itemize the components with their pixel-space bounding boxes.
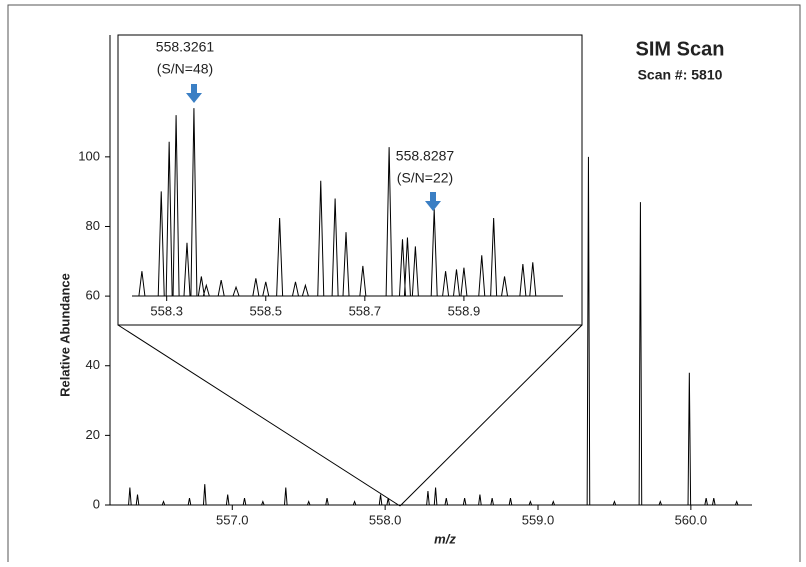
peak	[490, 497, 494, 506]
peak	[202, 283, 210, 297]
peak	[161, 500, 166, 506]
x-tick-label: 558.0	[369, 512, 402, 527]
peak	[528, 500, 533, 506]
peak	[187, 497, 192, 506]
peak	[225, 494, 230, 506]
peak	[128, 487, 132, 506]
peak	[232, 285, 240, 297]
title: SIM Scan	[636, 38, 725, 60]
peak	[638, 202, 643, 506]
zoom-line	[399, 324, 583, 507]
frame	[7, 4, 801, 562]
subtitle: Scan #: 5810	[638, 67, 723, 83]
y-tick-label: 0	[93, 496, 100, 511]
peak	[478, 255, 486, 297]
peak	[704, 497, 708, 506]
annotation-mass: 558.3261	[156, 39, 215, 55]
peak	[252, 278, 260, 297]
peak	[283, 487, 288, 506]
peak	[197, 276, 205, 297]
x-tick-label: 560.0	[675, 512, 708, 527]
peak	[687, 372, 692, 506]
peak	[352, 500, 357, 506]
peak	[378, 494, 383, 506]
peak	[501, 276, 509, 297]
peak	[217, 279, 225, 297]
peak	[291, 281, 299, 297]
annotation-arrow	[186, 84, 202, 103]
peak	[442, 271, 450, 297]
peak	[452, 269, 460, 297]
peak	[426, 491, 430, 506]
peak	[157, 191, 165, 297]
peak	[478, 494, 482, 506]
x-tick-label: 558.5	[249, 303, 282, 318]
x-axis-label: m/z	[434, 531, 456, 546]
peak	[261, 500, 265, 506]
peak	[444, 497, 449, 506]
annotation-mass: 558.8287	[396, 148, 455, 164]
peak	[711, 497, 716, 506]
peak	[433, 487, 438, 506]
y-axis-label: Relative Abundance	[57, 273, 72, 397]
peak	[190, 108, 198, 297]
annotation-sn: (S/N=48)	[157, 61, 213, 77]
peak	[460, 267, 468, 297]
y-tick-label: 40	[86, 357, 100, 372]
peak	[612, 500, 617, 506]
y-tick-label: 60	[86, 288, 100, 303]
annotation-arrow	[425, 192, 441, 211]
y-tick-label: 100	[78, 148, 100, 163]
peak	[508, 497, 513, 506]
peak	[490, 217, 498, 297]
peak	[183, 242, 191, 297]
x-tick-label: 558.3	[150, 303, 183, 318]
peak	[172, 115, 180, 297]
peak	[276, 217, 284, 297]
peak	[325, 497, 329, 506]
peak	[165, 141, 173, 297]
inset-frame	[117, 34, 583, 326]
zoom-line	[117, 324, 401, 507]
peak	[202, 484, 207, 506]
peak	[342, 232, 350, 297]
peak	[586, 156, 591, 506]
annotation-sn: (S/N=22)	[397, 170, 453, 186]
peak	[138, 271, 146, 297]
peak	[529, 262, 537, 297]
peak	[262, 281, 270, 297]
peak	[135, 494, 140, 506]
y-tick-label: 80	[86, 218, 100, 233]
peak	[317, 180, 325, 297]
x-tick-label: 558.7	[349, 303, 382, 318]
peak	[519, 264, 527, 297]
x-tick-label: 558.9	[448, 303, 481, 318]
peak	[551, 500, 556, 506]
peak	[734, 500, 739, 506]
peak	[403, 237, 411, 297]
peak	[385, 147, 393, 297]
peak	[658, 500, 663, 506]
peak	[301, 283, 309, 297]
x-tick-label: 559.0	[522, 512, 555, 527]
peak	[306, 500, 311, 506]
x-tick-label: 557.0	[216, 512, 249, 527]
y-tick-label: 20	[86, 427, 100, 442]
peak	[462, 497, 467, 506]
peak	[242, 497, 247, 506]
peak	[411, 246, 419, 297]
peak	[331, 198, 339, 297]
peak	[398, 239, 406, 297]
peak	[359, 265, 367, 297]
